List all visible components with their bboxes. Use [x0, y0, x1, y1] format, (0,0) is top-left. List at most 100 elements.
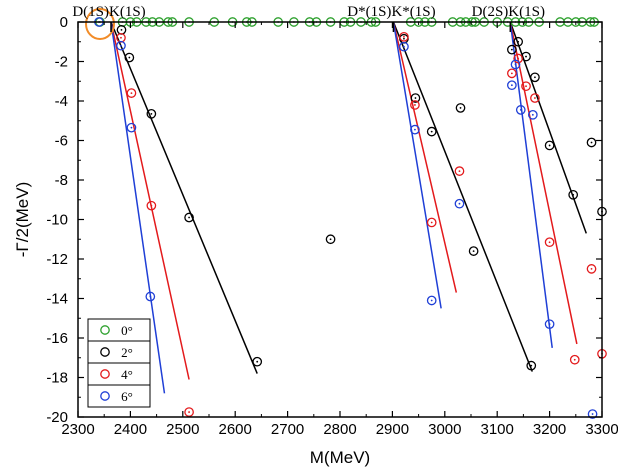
point-center	[530, 364, 533, 367]
y-tick-label: -8	[55, 172, 68, 189]
legend-label: 0°	[121, 323, 133, 338]
point-ring	[527, 109, 538, 120]
data-point	[116, 25, 127, 35]
x-tick-label: 2800	[323, 421, 356, 438]
point-ring	[526, 360, 537, 371]
data-point	[530, 72, 540, 83]
point-ring	[513, 53, 524, 64]
y-tick-label: -18	[46, 370, 68, 387]
legend-marker	[100, 369, 110, 379]
data-point	[521, 81, 531, 92]
data-point	[124, 52, 135, 63]
trend-line	[110, 21, 258, 374]
trend-line	[392, 21, 442, 309]
point-ring	[454, 198, 465, 209]
x-tick-label: 2300	[61, 421, 94, 438]
point-center	[188, 411, 190, 413]
point-ring	[145, 291, 156, 302]
point-center	[519, 108, 522, 111]
point-ring	[126, 122, 137, 133]
threshold-label: D*(1S)K*(1S)	[347, 4, 435, 20]
data-point	[587, 409, 598, 419]
data-point	[454, 198, 465, 209]
point-ring	[544, 237, 555, 248]
data-point	[530, 93, 540, 103]
point-center	[517, 40, 520, 43]
point-center	[534, 76, 536, 79]
trend-lines	[110, 21, 587, 394]
y-tick-label: -4	[55, 93, 68, 110]
point-ring	[568, 189, 579, 200]
data-point	[184, 407, 194, 417]
y-tick-label: -14	[46, 291, 68, 308]
trend-line	[392, 21, 534, 372]
point-center	[514, 63, 517, 66]
point-ring	[146, 200, 157, 211]
x-tick-label: 3100	[481, 421, 514, 438]
point-center	[128, 56, 131, 59]
point-center	[149, 295, 152, 298]
data-point	[468, 246, 479, 256]
legend-marker	[100, 325, 110, 335]
data-point	[399, 33, 409, 44]
point-center	[510, 48, 513, 51]
highlight-ellipse	[85, 8, 116, 40]
point-ring	[507, 80, 517, 91]
data-point	[426, 295, 437, 306]
data-point	[145, 291, 156, 302]
data-point	[126, 122, 137, 133]
data-point	[146, 108, 157, 119]
point-center	[130, 126, 133, 129]
data-point	[513, 36, 524, 47]
legend-label: 6°	[121, 389, 133, 404]
x-tick-label: 3300	[585, 421, 618, 438]
point-center	[548, 323, 551, 326]
point-center	[548, 241, 551, 244]
point-center	[590, 141, 593, 144]
data-point	[544, 237, 555, 248]
data-point	[426, 217, 437, 228]
point-center	[329, 238, 332, 241]
point-ring	[569, 354, 580, 365]
point-center	[150, 204, 153, 207]
y-tick-label: 0	[60, 14, 68, 31]
point-ring	[399, 41, 409, 52]
point-center	[472, 250, 475, 253]
point-center	[572, 193, 575, 196]
y-tick-label: -6	[55, 133, 68, 150]
point-center	[120, 44, 122, 47]
data-point	[513, 53, 524, 64]
data-point	[325, 234, 336, 245]
data-point	[146, 200, 157, 211]
point-ring	[426, 126, 437, 137]
y-tick-label: -2	[55, 54, 68, 71]
x-tick-label: 2900	[376, 421, 409, 438]
data-point	[184, 212, 194, 223]
data-point	[399, 41, 409, 52]
point-ring	[586, 264, 597, 274]
data-point	[586, 264, 597, 274]
legend-label: 2°	[121, 345, 133, 360]
point-center	[403, 35, 405, 38]
y-tick-label: -12	[46, 251, 68, 268]
point-ring	[510, 59, 521, 70]
threshold-lines: D(1S)K(1S) D*(1S)K*(1S) D(2S)K(1S)	[72, 4, 545, 32]
data-point	[507, 68, 517, 79]
data-point	[568, 189, 579, 200]
x-tick-label: 2700	[271, 421, 304, 438]
data-point	[410, 124, 420, 135]
data-point	[507, 44, 517, 55]
point-center	[414, 104, 416, 106]
data-point	[544, 319, 555, 330]
point-center	[459, 107, 462, 109]
point-ring	[530, 93, 540, 103]
point-center	[430, 130, 433, 133]
point-center	[130, 92, 133, 94]
data-point	[544, 140, 555, 151]
legend-marker	[100, 347, 110, 357]
point-ring	[587, 409, 598, 419]
point-ring	[454, 166, 465, 176]
data-point	[252, 356, 263, 367]
point-ring	[399, 31, 409, 42]
